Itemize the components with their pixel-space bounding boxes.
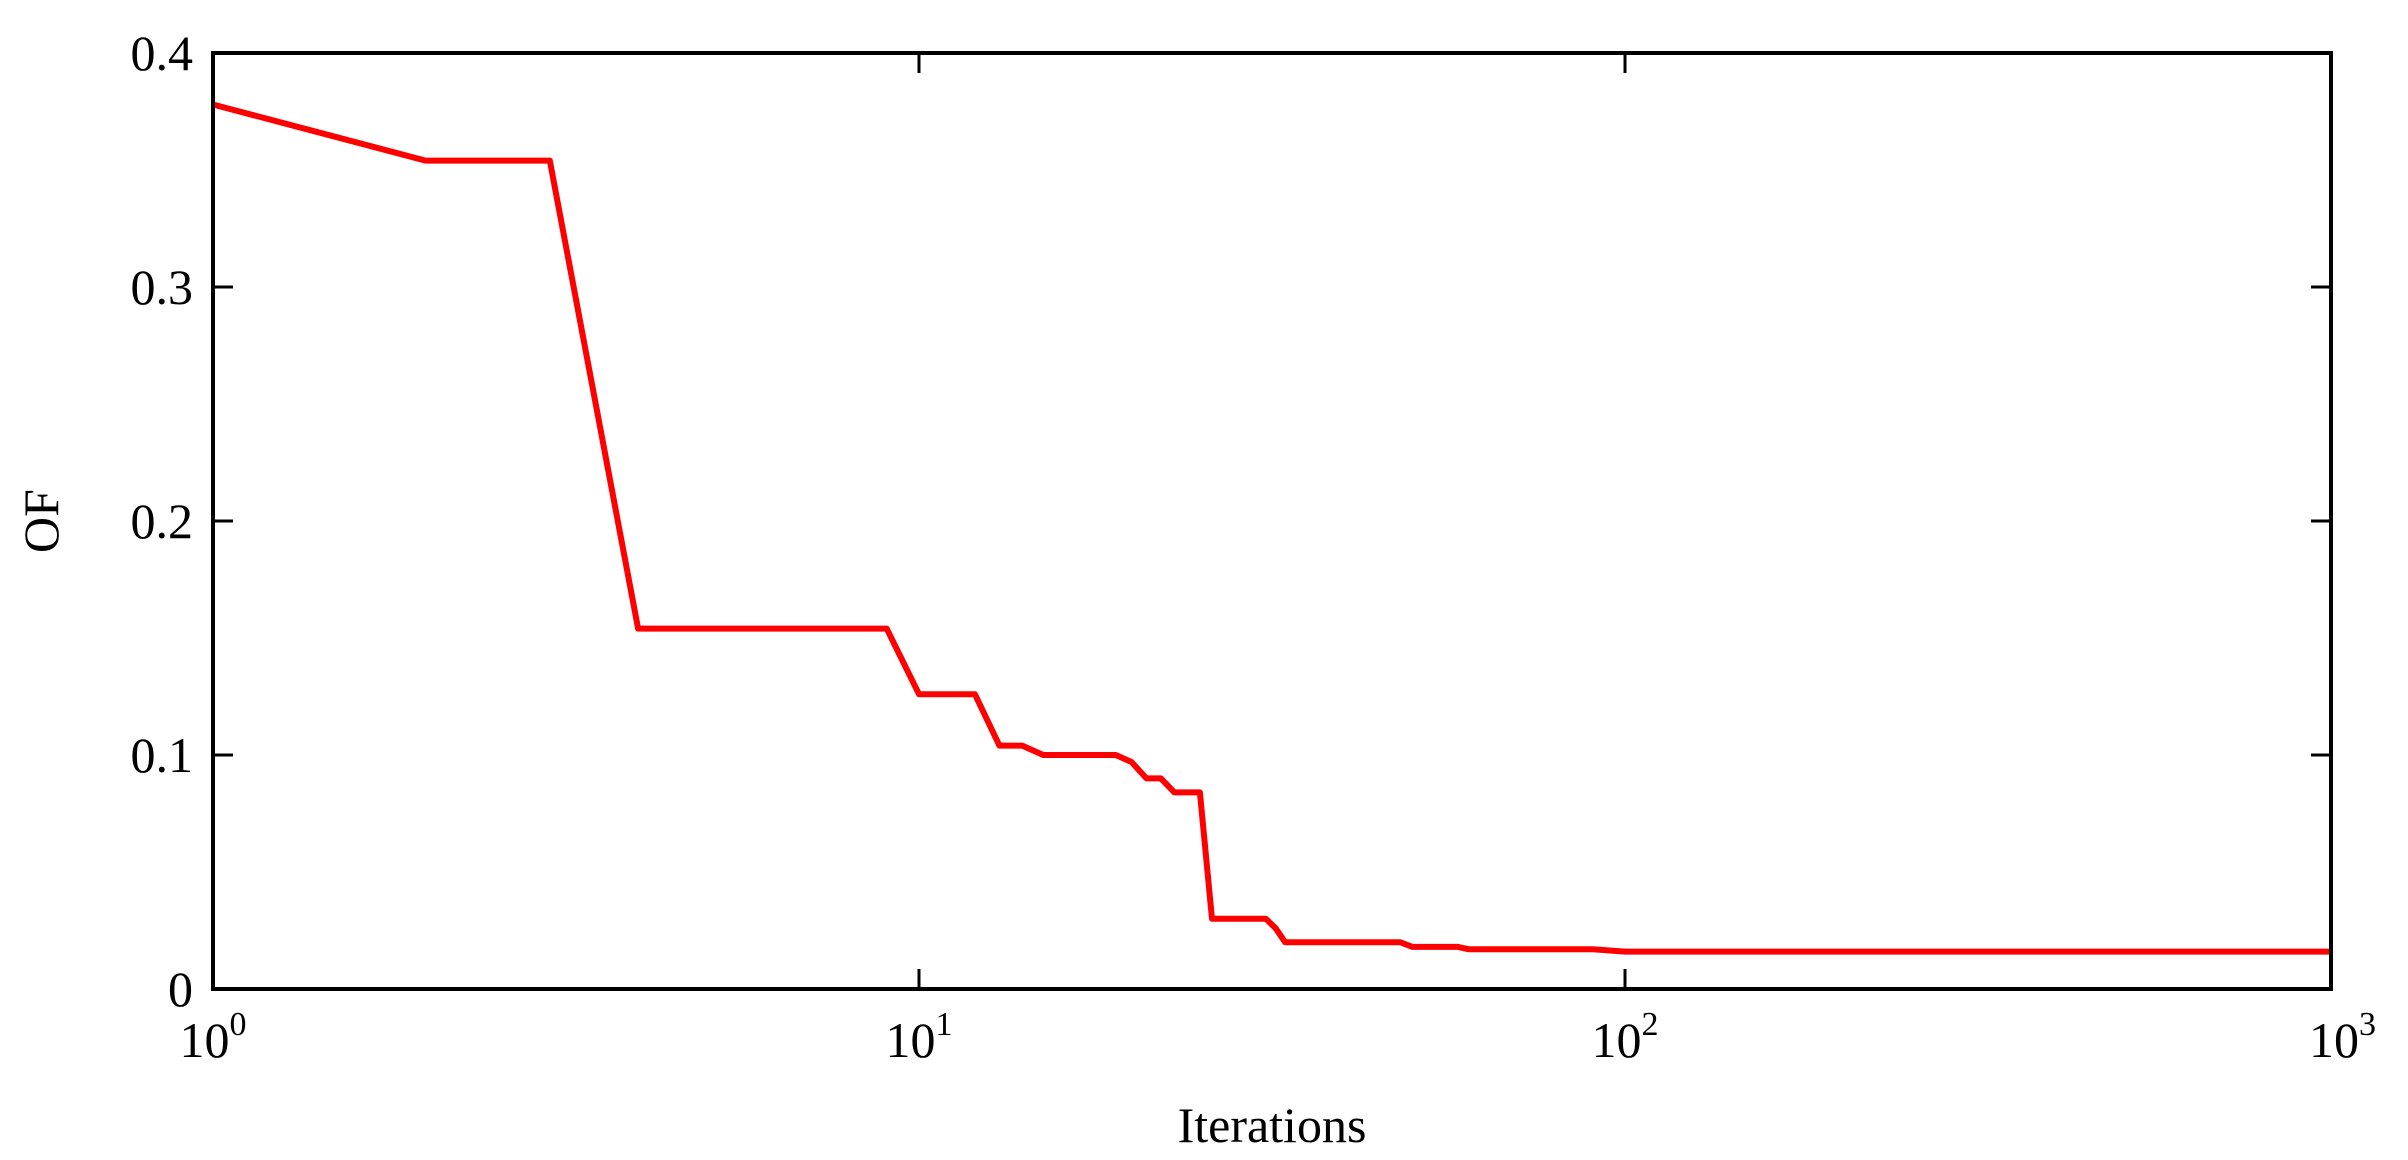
plot-frame <box>211 51 2333 991</box>
series-line <box>212 101 2331 955</box>
y-tick-label: 0.4 <box>131 25 194 81</box>
x-tick-label: 100 <box>180 1006 247 1068</box>
x-tick-label: 102 <box>1592 1006 1659 1068</box>
y-tick-label: 0.2 <box>131 493 194 549</box>
x-axis-label: Iterations <box>1178 1097 1367 1153</box>
x-tick-exponent: 1 <box>936 1006 953 1043</box>
y-axis-label: OF <box>13 489 69 553</box>
series-layer <box>212 101 2331 955</box>
y-tick-label: 0.1 <box>131 727 194 783</box>
y-tick-label: 0.3 <box>131 259 194 315</box>
x-tick-base: 10 <box>1592 1012 1642 1068</box>
x-tick-exponent: 3 <box>2359 1006 2376 1043</box>
x-tick-base: 10 <box>180 1012 230 1068</box>
x-tick-base: 10 <box>886 1012 936 1068</box>
x-tick-label: 103 <box>2309 1006 2376 1068</box>
x-tick-exponent: 0 <box>230 1006 247 1043</box>
x-tick-base: 10 <box>2309 1012 2359 1068</box>
x-tick-label: 101 <box>886 1006 953 1068</box>
y-tick-label: 0 <box>168 961 193 1017</box>
x-tick-exponent: 2 <box>1642 1006 1659 1043</box>
